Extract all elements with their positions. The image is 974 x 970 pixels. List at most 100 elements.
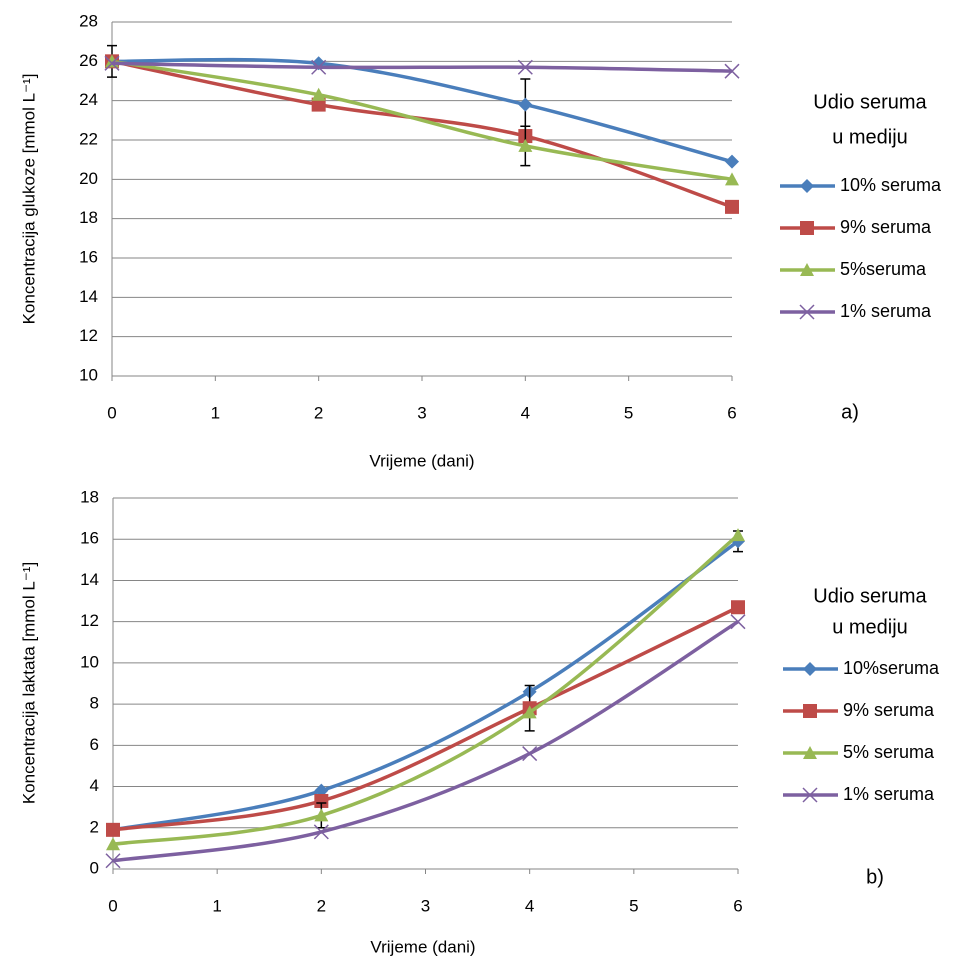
legend-label: 1% seruma [843,784,935,804]
marker [800,179,814,193]
marker [106,822,120,837]
x-tick-label: 0 [108,896,117,915]
y-tick-label: 26 [79,51,98,70]
marker [314,793,329,808]
y-tick-label: 10 [79,365,98,384]
x-tick-label: 0 [107,403,116,422]
marker [106,837,120,851]
legend-title: Udio seruma [813,91,927,113]
y-tick-label: 22 [79,129,98,148]
annotation: a) [841,401,859,423]
marker [104,55,120,71]
marker [724,63,740,79]
marker [518,97,533,112]
marker [314,808,329,822]
legend-marker [800,221,814,235]
x-tick-label: 6 [733,896,742,915]
legend-label: 10%seruma [843,658,940,678]
marker [803,746,817,759]
marker [800,221,814,235]
marker [803,704,817,718]
series-line [111,57,733,164]
marker [802,787,818,803]
marker [731,528,745,542]
legend-marker [803,704,817,718]
y-tick-label: 16 [79,247,98,266]
series-line [112,605,739,832]
series-line [111,61,733,73]
x-tick-label: 2 [317,896,326,915]
y-tick-label: 18 [79,208,98,227]
marker [311,59,327,75]
legend-marker [799,304,815,320]
marker [518,138,533,152]
x-tick-label: 4 [521,403,530,422]
x-tick-label: 6 [727,403,736,422]
legend-marker [802,787,818,803]
y-axis-label: Koncentracija glukoze [mmol L⁻¹] [19,74,38,325]
y-tick-label: 0 [90,858,99,877]
y-tick-label: 12 [80,611,99,630]
series-line [111,59,733,182]
y-tick-label: 4 [90,776,99,795]
legend-marker [800,263,814,276]
y-tick-label: 10 [80,652,99,671]
legend-marker [803,746,817,759]
marker [522,705,537,719]
x-tick-label: 5 [624,403,633,422]
legend-label: 10% seruma [840,175,942,195]
legend-label: 9% seruma [840,217,932,237]
x-axis-label: Vrijeme (dani) [370,937,475,956]
marker [730,614,746,630]
annotation: b) [866,866,884,888]
x-tick-label: 5 [629,896,638,915]
marker [803,662,817,676]
legend-label: 5% seruma [843,742,935,762]
marker [105,853,121,869]
y-tick-label: 18 [80,487,99,506]
marker [731,600,745,615]
x-tick-label: 3 [421,896,430,915]
y-tick-label: 14 [80,570,99,589]
x-axis-label: Vrijeme (dani) [369,451,474,470]
legend-label: 9% seruma [843,700,935,720]
y-tick-label: 8 [90,694,99,713]
y-tick-label: 24 [79,90,98,109]
legend-marker [803,662,817,676]
marker [522,746,538,762]
marker [311,97,326,112]
series-line [112,539,740,832]
y-axis-label: Koncentracija laktata [mmol L⁻¹] [19,562,38,804]
series-line [112,533,740,847]
y-tick-label: 2 [90,817,99,836]
y-tick-label: 16 [80,529,99,548]
x-tick-label: 1 [212,896,221,915]
legend-title: u mediju [832,126,908,148]
series-line [112,620,739,863]
legend-title: u mediju [832,616,908,638]
y-tick-label: 6 [90,735,99,754]
marker [311,87,326,101]
legend-title: Udio seruma [813,585,927,607]
y-tick-label: 20 [79,169,98,188]
y-tick-label: 12 [79,326,98,345]
legend-label: 1% seruma [840,301,932,321]
x-tick-label: 4 [525,896,534,915]
marker [725,154,739,169]
legend-label: 5%seruma [840,259,927,279]
marker [799,304,815,320]
x-tick-label: 2 [314,403,323,422]
y-tick-label: 14 [79,287,98,306]
marker [517,59,533,75]
x-tick-label: 1 [211,403,220,422]
legend-marker [800,179,814,193]
marker [311,56,326,71]
marker [313,824,329,840]
y-tick-label: 28 [79,11,98,30]
marker [725,172,739,186]
marker [725,199,739,214]
marker [800,263,814,276]
x-tick-label: 3 [417,403,426,422]
